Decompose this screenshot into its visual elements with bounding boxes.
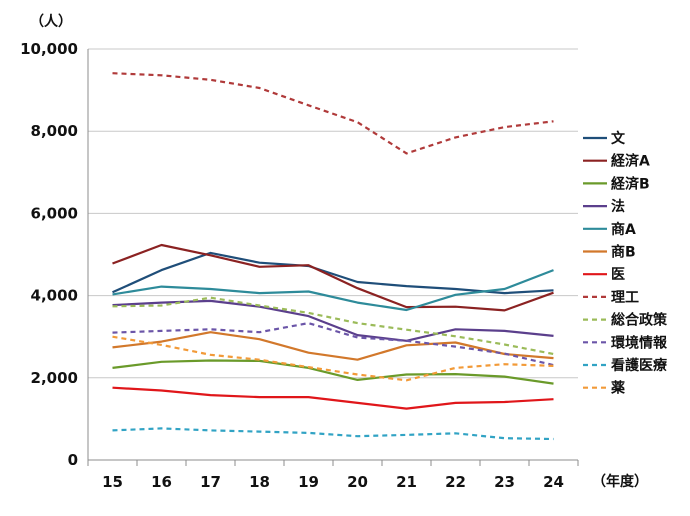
x-tick-label: 18 bbox=[249, 473, 270, 491]
y-tick-label: 6,000 bbox=[31, 204, 78, 222]
legend-label: 総合政策 bbox=[611, 312, 668, 329]
y-tick-label: 0 bbox=[68, 451, 78, 469]
series-line bbox=[112, 72, 554, 155]
legend-label: 環境情報 bbox=[611, 334, 668, 351]
series-line bbox=[112, 296, 554, 356]
series-line bbox=[112, 243, 554, 312]
axes bbox=[87, 49, 579, 466]
series-line bbox=[112, 335, 554, 382]
legend-label: 経済B bbox=[611, 175, 650, 192]
series-line bbox=[112, 322, 554, 367]
legend-label: 経済A bbox=[611, 153, 650, 170]
legend-label: 商B bbox=[611, 244, 636, 261]
series-line bbox=[112, 299, 554, 342]
y-tick-label: 2,000 bbox=[31, 369, 78, 387]
x-tick-label: 24 bbox=[543, 473, 564, 491]
x-tick-label: 16 bbox=[151, 473, 172, 491]
x-tick-label: 19 bbox=[298, 473, 319, 491]
x-axis-unit-label: （年度） bbox=[592, 473, 648, 490]
grid-lines bbox=[88, 48, 578, 379]
legend-label: 文 bbox=[611, 130, 626, 147]
y-tick-label: 8,000 bbox=[31, 122, 78, 140]
legend-label: 薬 bbox=[611, 380, 625, 397]
legend-label: 商A bbox=[611, 221, 636, 238]
series-line bbox=[112, 269, 554, 312]
tick-labels: 0 2,000 4,000 6,000 8,000 10,000 15 16 17 18 19 20 2… bbox=[20, 40, 564, 491]
legend-label: 法 bbox=[611, 198, 625, 215]
series-lines bbox=[112, 72, 554, 441]
y-axis-unit-label: （人） bbox=[30, 13, 72, 30]
y-tick-label: 10,000 bbox=[20, 40, 78, 58]
legend-label: 理工 bbox=[611, 290, 639, 306]
series-line bbox=[112, 427, 554, 441]
x-tick-label: 23 bbox=[494, 473, 515, 491]
x-tick-label: 21 bbox=[396, 473, 417, 491]
x-tick-label: 20 bbox=[347, 473, 368, 491]
series-line bbox=[112, 386, 554, 410]
legend-label: 医 bbox=[611, 267, 625, 283]
x-tick-label: 17 bbox=[200, 473, 221, 491]
series-line bbox=[112, 331, 554, 361]
x-tick-label: 15 bbox=[102, 473, 123, 491]
series-line bbox=[112, 359, 554, 385]
y-tick-label: 4,000 bbox=[31, 287, 78, 305]
legend-label: 看護医療 bbox=[610, 357, 668, 374]
x-tick-label: 22 bbox=[445, 473, 466, 491]
